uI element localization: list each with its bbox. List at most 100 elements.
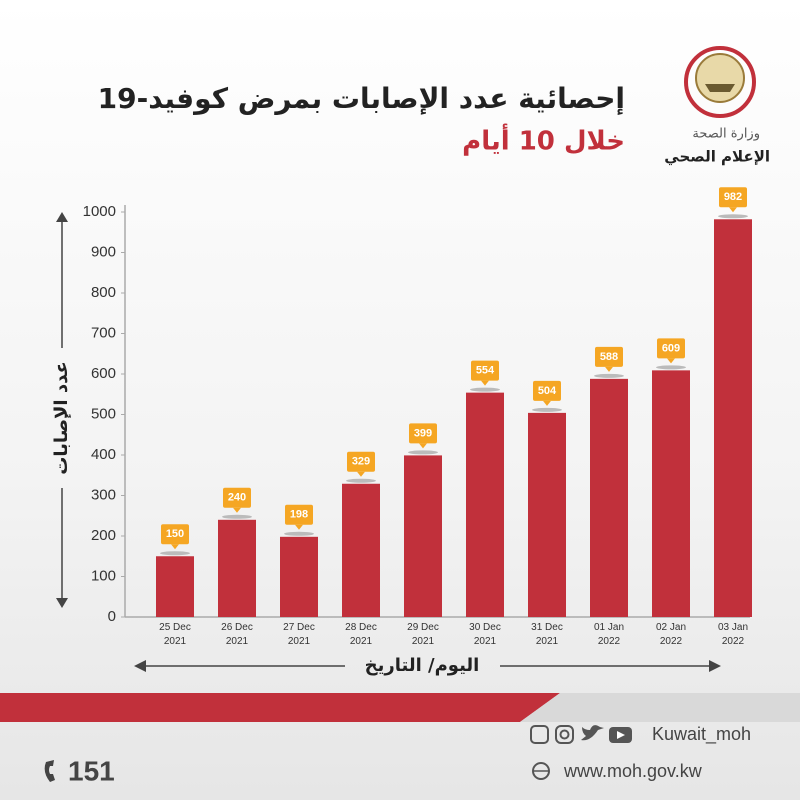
bar-shadow — [222, 514, 252, 519]
value-label-pointer — [667, 358, 675, 364]
x-axis-label: اليوم/ التاريخ — [365, 655, 480, 676]
value-label-box — [471, 360, 499, 381]
logo-emblem — [695, 53, 745, 103]
bar — [342, 483, 380, 617]
x-tick-label-line: 2022 — [660, 636, 683, 647]
y-axis-label: عدد الإصابات — [51, 361, 72, 475]
y-tick-label: 200 — [91, 527, 116, 544]
x-tick-label-line: 2021 — [474, 636, 497, 647]
x-tick-label: 02 Jan 2022 — [656, 622, 686, 647]
value-label: 240 — [228, 492, 246, 504]
social-handle: Kuwait_moh — [652, 724, 751, 745]
value-label-pointer — [543, 400, 551, 406]
y-tick-label: 800 — [91, 284, 116, 301]
bar — [280, 536, 318, 617]
value-label-box — [285, 504, 313, 525]
x-tick-label: 30 Dec 2021 — [469, 622, 501, 647]
bar-shadow — [346, 478, 376, 483]
value-label: 150 — [166, 528, 184, 540]
x-tick-label: 01 Jan 2022 — [594, 622, 624, 647]
x-tick-label-line: 30 Dec — [469, 622, 501, 633]
social-icons — [44, 725, 632, 782]
value-label-box — [161, 524, 189, 545]
value-label-pointer — [171, 544, 179, 550]
x-tick-label-line: 2021 — [536, 636, 559, 647]
x-tick-label-line: 2022 — [722, 636, 745, 647]
value-label-pointer — [605, 366, 613, 372]
hotline: 151 — [68, 755, 115, 786]
y-tick-label: 900 — [91, 243, 116, 260]
x-tick-label: 03 Jan 2022 — [718, 622, 748, 647]
chart-title: إحصائية عدد الإصابات بمرض كوفيد-19 — [98, 82, 625, 116]
bar-shadow — [656, 365, 686, 370]
value-label: 329 — [352, 456, 370, 468]
value-label-pointer — [419, 443, 427, 449]
value-label-pointer — [233, 507, 241, 513]
instagram-icon — [555, 725, 574, 744]
x-tick-label: 27 Dec 2021 — [283, 622, 315, 647]
instagram-lens — [559, 729, 570, 740]
value-label-box — [533, 380, 561, 401]
y-tick-label: 300 — [91, 486, 116, 503]
bar — [652, 370, 690, 617]
logo-ring — [684, 46, 756, 118]
value-label-pointer — [481, 380, 489, 386]
value-label: 609 — [662, 342, 680, 354]
x-tick-label: 31 Dec 2021 — [531, 622, 563, 647]
footer-band — [0, 693, 560, 722]
bar-shadow — [718, 214, 748, 219]
x-tick-label-line: 2021 — [350, 636, 373, 647]
bar-shadow — [594, 373, 624, 378]
bar — [590, 378, 628, 617]
bar-shadow — [160, 551, 190, 556]
website: www.moh.gov.kw — [563, 761, 703, 781]
x-tick-label-line: 2021 — [226, 636, 249, 647]
bar — [714, 219, 752, 618]
x-tick-label-line: 25 Dec — [159, 622, 191, 633]
x-tick-label-line: 26 Dec — [221, 622, 253, 633]
x-tick-label-line: 03 Jan — [718, 622, 748, 633]
bar-shadow — [284, 531, 314, 536]
department-name: الإعلام الصحي — [664, 148, 770, 166]
x-tick-label-line: 2021 — [164, 636, 187, 647]
y-tick-label: 1000 — [83, 203, 116, 220]
chart-subtitle: خلال 10 أيام — [462, 124, 625, 157]
x-tick-label: 25 Dec 2021 — [159, 622, 191, 647]
y-tick-label: 0 — [108, 608, 116, 625]
x-tick-label: 28 Dec 2021 — [345, 622, 377, 647]
value-label: 399 — [414, 427, 432, 439]
bar-shadow — [470, 387, 500, 392]
value-label-pointer — [295, 524, 303, 530]
value-label: 198 — [290, 509, 308, 521]
bar-shadow — [532, 407, 562, 412]
facebook-icon — [530, 725, 549, 744]
phone-icon — [44, 760, 55, 782]
value-label-box — [223, 487, 251, 508]
value-label-box — [657, 338, 685, 359]
value-label: 588 — [600, 351, 618, 363]
bar — [218, 519, 256, 617]
x-tick-label-line: 2021 — [412, 636, 435, 647]
y-tick-label: 400 — [91, 446, 116, 463]
value-label-box — [595, 346, 623, 367]
value-label-box — [719, 187, 747, 208]
value-label-box — [347, 451, 375, 472]
x-tick-label-line: 01 Jan — [594, 622, 624, 633]
value-label-box — [409, 423, 437, 444]
bar — [404, 455, 442, 617]
value-label: 554 — [476, 365, 495, 377]
value-label-pointer — [357, 471, 365, 477]
x-tick-label-line: 2022 — [598, 636, 621, 647]
logo — [684, 46, 756, 118]
x-tick-label-line: 31 Dec — [531, 622, 563, 633]
ministry-name: وزارة الصحة — [692, 127, 760, 142]
x-tick-label-line: 29 Dec — [407, 622, 439, 633]
bar-shadow — [408, 450, 438, 455]
value-label-pointer — [729, 207, 737, 213]
y-tick-label: 600 — [91, 365, 116, 382]
logo-ship — [705, 84, 735, 92]
value-label: 982 — [724, 191, 742, 203]
bar — [466, 392, 504, 617]
youtube-play — [617, 731, 625, 739]
y-tick-label: 100 — [91, 567, 116, 584]
